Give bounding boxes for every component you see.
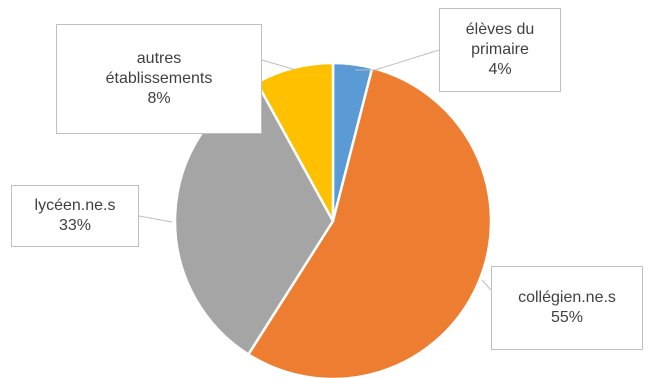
label-collegien-pct: 55%	[550, 309, 584, 326]
label-primaire-line-1: élèves du	[465, 21, 535, 38]
leader-lines	[138, 49, 492, 291]
label-primaire-pct: 4%	[488, 61, 512, 78]
label-collegien-line-1: collégien.ne.s	[518, 289, 616, 306]
label-collegien: collégien.ne.s 55%	[491, 266, 643, 350]
label-primaire-line-2: primaire	[471, 41, 529, 58]
pie-slices	[173, 61, 493, 378]
label-primaire: élèves du primaire 4%	[439, 8, 561, 92]
leader-lyceen	[138, 215, 173, 223]
leader-primaire	[355, 49, 440, 71]
label-autres-pct: 8%	[147, 90, 171, 107]
leader-autres	[261, 59, 297, 71]
leader-collegien	[481, 279, 492, 291]
label-lyceen: lycéen.ne.s 33%	[11, 185, 139, 247]
label-autres-line-2: établissements	[105, 70, 213, 87]
label-autres-line-1: autres	[136, 50, 182, 67]
label-autres: autres établissements 8%	[56, 24, 262, 134]
slice-collegien	[247, 66, 493, 378]
label-lyceen-pct: 33%	[58, 217, 92, 234]
label-lyceen-line-1: lycéen.ne.s	[34, 197, 116, 214]
